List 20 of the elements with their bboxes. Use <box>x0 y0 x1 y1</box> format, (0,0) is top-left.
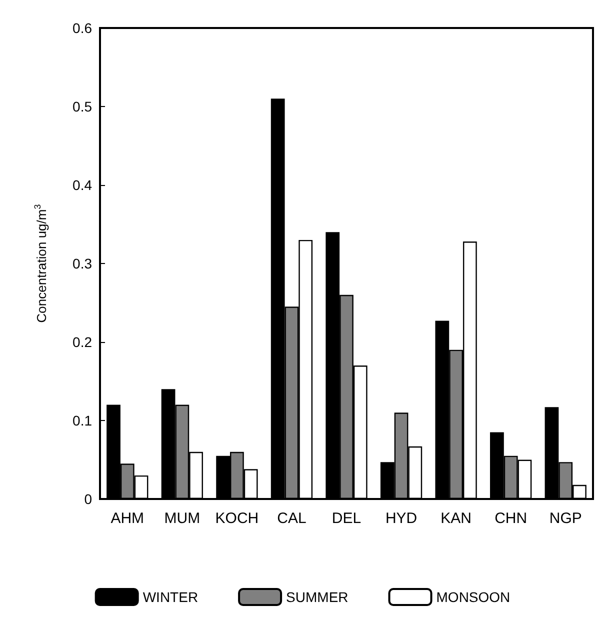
legend-label: MONSOON <box>436 589 510 605</box>
x-tick-label: CHN <box>494 510 528 527</box>
y-tick-label: 0.4 <box>72 177 92 193</box>
y-tick-label: 0.3 <box>72 256 92 272</box>
x-tick-label: CAL <box>277 510 306 527</box>
legend-label: SUMMER <box>286 589 348 605</box>
y-axis-title: Concentration ug/m3 <box>32 204 49 323</box>
x-tick-label: AHM <box>110 510 144 527</box>
x-tick-label: HYD <box>385 510 418 527</box>
y-tick-label: 0.6 <box>72 20 92 36</box>
x-tick-label: DEL <box>332 510 362 527</box>
x-tick-label: KAN <box>440 510 472 527</box>
x-tick-label: NGP <box>549 510 582 527</box>
x-tick-label: KOCH <box>215 510 259 527</box>
y-tick-label: 0.1 <box>72 412 92 428</box>
x-tick-label: MUM <box>164 510 200 527</box>
y-tick-label: 0.5 <box>72 98 92 114</box>
legend-label: WINTER <box>142 589 198 605</box>
y-tick-label: 0.2 <box>72 334 92 350</box>
y-tick-label: 0 <box>84 491 92 507</box>
